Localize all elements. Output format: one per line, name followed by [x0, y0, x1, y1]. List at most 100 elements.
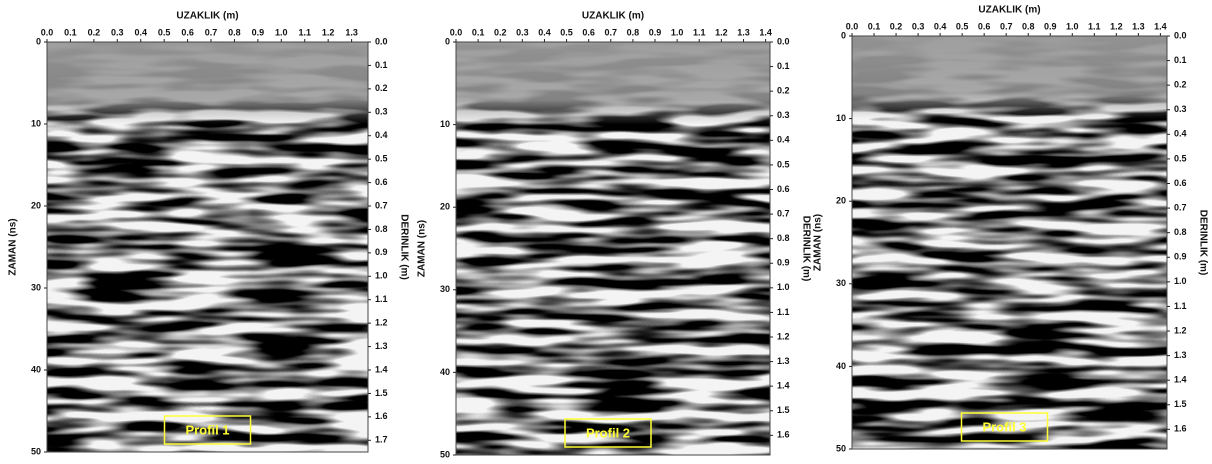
- x-tick-label: 0.5: [560, 27, 573, 37]
- y2-tick-label: 1.5: [777, 405, 790, 415]
- x-tick-label: 1.3: [1132, 21, 1145, 31]
- y2-tick-label: 1.0: [777, 282, 790, 292]
- x-tick-label: 0.0: [41, 27, 54, 37]
- y2-tick-label: 0.2: [777, 86, 790, 96]
- plot-frame: [851, 35, 1168, 450]
- x-tick-label: 1.0: [275, 27, 288, 37]
- y2-tick-label: 1.2: [1174, 325, 1187, 335]
- x-tick-label: 1.0: [1066, 21, 1079, 31]
- plot-frame: [455, 41, 771, 456]
- y-axis-title: ZAMAN (ns): [813, 214, 824, 271]
- y2-tick-label: 1.5: [375, 388, 388, 398]
- y-tick-label: 50: [31, 446, 41, 456]
- y2-tick-label: 0.0: [1174, 30, 1187, 40]
- y-tick-label: 30: [31, 282, 41, 292]
- x-tick-label: 1.0: [671, 27, 684, 37]
- annotation: Profil 1: [185, 422, 229, 437]
- x-tick-label: 0.7: [1000, 21, 1013, 31]
- y2-tick-label: 0.1: [1174, 55, 1187, 65]
- y2-tick-label: 1.4: [1174, 375, 1187, 385]
- annotation-box: [960, 412, 1049, 442]
- x-tick-label: 0.8: [627, 27, 640, 37]
- x-tick-label: 0.5: [158, 27, 171, 37]
- x-tick-label: 0.1: [64, 27, 77, 37]
- y-tick-label: 20: [836, 196, 846, 206]
- x-tick-label: 1.1: [693, 27, 706, 37]
- y-tick-label: 30: [440, 284, 450, 294]
- x-tick-label: 1.1: [298, 27, 311, 37]
- x-tick-label: 0.9: [649, 27, 662, 37]
- y2-tick-label: 0.9: [1174, 252, 1187, 262]
- panel: 0.0 0.1 0.2 0.3 0.4 0.5 0.6 0.7 0.8 0.9 1.0 1.1 1.2 1…: [417, 11, 812, 460]
- x-tick-label: 1.2: [322, 27, 335, 37]
- x-tick-label: 0.6: [978, 21, 991, 31]
- x-tick-label: 0.3: [111, 27, 124, 37]
- panel: 0.0 0.1 0.2 0.3 0.4 0.5 0.6 0.7 0.8 0.9 1.0 1.1 1.2 1…: [813, 5, 1209, 454]
- y2-tick-label: 0.8: [1174, 227, 1187, 237]
- y2-tick-label: 1.6: [1174, 424, 1187, 434]
- y2-tick-label: 1.1: [1174, 301, 1187, 311]
- x-tick-label: 0.7: [605, 27, 618, 37]
- x-tick-label: 1.1: [1088, 21, 1101, 31]
- y2-tick-label: 0.0: [777, 36, 790, 46]
- annotation-box: [163, 415, 252, 445]
- y2-axis-title: DERINLIK (m): [398, 214, 409, 280]
- y2-tick-label: 0.8: [777, 233, 790, 243]
- x-tick-label: 0.9: [252, 27, 265, 37]
- y2-tick-label: 1.4: [777, 381, 790, 391]
- y2-tick-label: 1.3: [1174, 350, 1187, 360]
- x-tick-label: 0.8: [228, 27, 241, 37]
- x-tick-label: 0.2: [494, 27, 507, 37]
- y-tick-label: 0: [36, 36, 41, 46]
- y-tick-label: 10: [836, 113, 846, 123]
- x-tick-label: 0.0: [846, 21, 859, 31]
- y2-tick-label: 0.5: [1174, 153, 1187, 163]
- y2-axis-title: DERINLIK (m): [1197, 210, 1208, 276]
- y2-tick-label: 1.7: [375, 435, 388, 445]
- y2-tick-label: 0.5: [777, 159, 790, 169]
- y2-tick-label: 0.3: [375, 107, 388, 117]
- y2-tick-label: 1.5: [1174, 399, 1187, 409]
- y-tick-label: 0: [445, 36, 450, 46]
- x-tick-label: 0.4: [934, 21, 947, 31]
- y2-axis-title: DERINLIK (m): [800, 216, 811, 282]
- x-tick-label: 0.7: [205, 27, 218, 37]
- y2-tick-label: 0.6: [375, 177, 388, 187]
- y2-tick-label: 0.7: [1174, 202, 1187, 212]
- y2-tick-label: 0.1: [777, 61, 790, 71]
- y2-tick-label: 0.5: [375, 154, 388, 164]
- y-tick-label: 50: [836, 443, 846, 453]
- y2-tick-label: 0.4: [375, 130, 388, 140]
- y2-tick-label: 1.1: [777, 307, 790, 317]
- direct-wave-band: [47, 42, 368, 452]
- y2-tick-label: 1.0: [1174, 276, 1187, 286]
- x-tick-label: 0.3: [516, 27, 529, 37]
- x-tick-label: 0.1: [472, 27, 485, 37]
- annotation: Profil 3: [982, 419, 1026, 434]
- y-tick-label: 0: [841, 30, 846, 40]
- y-tick-label: 10: [440, 119, 450, 129]
- y2-tick-label: 0.6: [777, 184, 790, 194]
- x-axis-title: UZAKLIK (m): [582, 11, 644, 22]
- x-tick-label: 0.6: [181, 27, 194, 37]
- x-tick-label: 0.8: [1022, 21, 1035, 31]
- x-tick-label: 0.1: [868, 21, 881, 31]
- y-tick-label: 20: [31, 200, 41, 210]
- y2-tick-label: 0.7: [375, 200, 388, 210]
- y-axis-title: ZAMAN (ns): [8, 218, 19, 275]
- y2-tick-label: 0.2: [375, 83, 388, 93]
- y2-tick-label: 1.1: [375, 294, 388, 304]
- y2-tick-label: 0.4: [777, 135, 790, 145]
- x-tick-label: 0.2: [88, 27, 101, 37]
- y2-tick-label: 1.2: [777, 331, 790, 341]
- y2-tick-label: 1.6: [375, 411, 388, 421]
- x-tick-label: 0.5: [956, 21, 969, 31]
- x-tick-label: 0.4: [538, 27, 551, 37]
- annotation: Profil 2: [586, 425, 630, 440]
- y2-tick-label: 0.1: [375, 60, 388, 70]
- panel: 0.0 0.1 0.2 0.3 0.4 0.5 0.6 0.7 0.8 0.9 1.0 1.1 1.2 1…: [8, 11, 410, 457]
- x-tick-label: 0.4: [134, 27, 147, 37]
- y2-tick-label: 0.3: [777, 110, 790, 120]
- x-tick-label: 0.6: [582, 27, 595, 37]
